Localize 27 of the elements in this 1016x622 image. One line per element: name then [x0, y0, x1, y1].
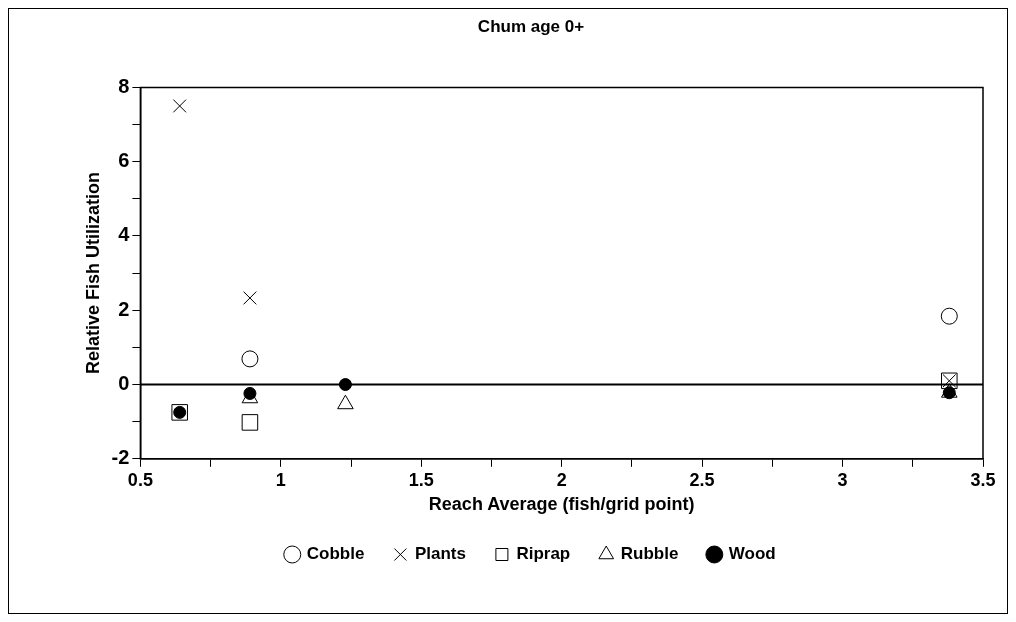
legend-label: Riprap [516, 544, 571, 564]
point [172, 99, 187, 113]
legend-label: Rubble [620, 544, 679, 564]
point [243, 386, 257, 400]
y-tick-label: 0 [118, 372, 130, 395]
x-tick-label: 2 [556, 469, 567, 490]
x-tick-label: 1.5 [408, 469, 434, 490]
x-tick-label: 3 [837, 469, 848, 490]
chart-title: Chum age 0+ [477, 16, 585, 36]
y-tick-label: 4 [118, 223, 131, 246]
x-tick-label: 2.5 [689, 469, 715, 490]
x-tick-label: 1 [275, 469, 286, 490]
point [241, 350, 259, 368]
legend-label: Plants [414, 544, 466, 564]
y-tick-label: -2 [111, 446, 130, 469]
y-tick-label: 6 [118, 149, 130, 172]
y-tick-label: 2 [118, 297, 130, 320]
point [940, 307, 958, 325]
x-axis-title: Reach Average (fish/grid point) [428, 494, 695, 515]
y-tick-label: 8 [118, 74, 130, 97]
legend-label: Cobble [306, 544, 365, 564]
y-axis-title: Relative Fish Utilization [82, 172, 103, 375]
point [241, 414, 259, 431]
point [243, 291, 257, 305]
x-tick-label: 0.5 [127, 469, 153, 490]
x-tick-label: 3.5 [970, 469, 996, 490]
legend-label: Wood [728, 544, 776, 564]
